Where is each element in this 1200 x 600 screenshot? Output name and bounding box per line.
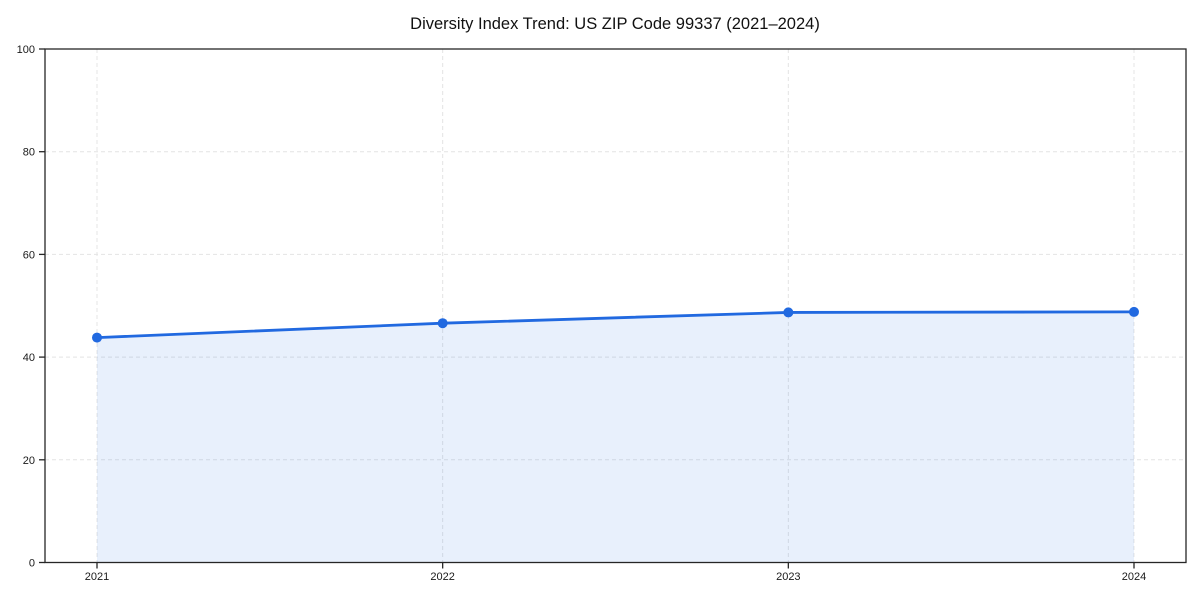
- chart-title: Diversity Index Trend: US ZIP Code 99337…: [410, 15, 820, 33]
- gridlines: [45, 49, 1186, 563]
- data-point-markers: [92, 306, 1139, 343]
- y-tick-label: 60: [23, 249, 35, 261]
- x-tick-label: 2021: [85, 571, 109, 583]
- trend-line: [95, 310, 1136, 339]
- y-tick-label: 0: [29, 558, 35, 570]
- area-fill: [97, 311, 1134, 563]
- y-tick-label: 80: [23, 147, 35, 159]
- x-tick-label: 2023: [776, 571, 800, 583]
- axes: [39, 48, 1187, 569]
- area-fill-group: [97, 311, 1134, 563]
- tick-labels: 0 20 40 60 80 100 2021 2022 2023 2024: [17, 44, 1147, 583]
- data-point-marker: [1129, 306, 1139, 317]
- y-tick-label: 40: [23, 352, 35, 364]
- y-tick-label: 100: [17, 44, 35, 56]
- x-tick-label: 2022: [430, 571, 454, 583]
- x-tick-label: 2024: [1122, 571, 1146, 583]
- plot-border: [44, 48, 1187, 564]
- y-tick-label: 20: [23, 455, 35, 467]
- data-point-marker: [437, 318, 448, 329]
- data-point-marker: [92, 332, 102, 343]
- trend-line-group: [95, 310, 1136, 339]
- data-point-marker: [783, 307, 794, 318]
